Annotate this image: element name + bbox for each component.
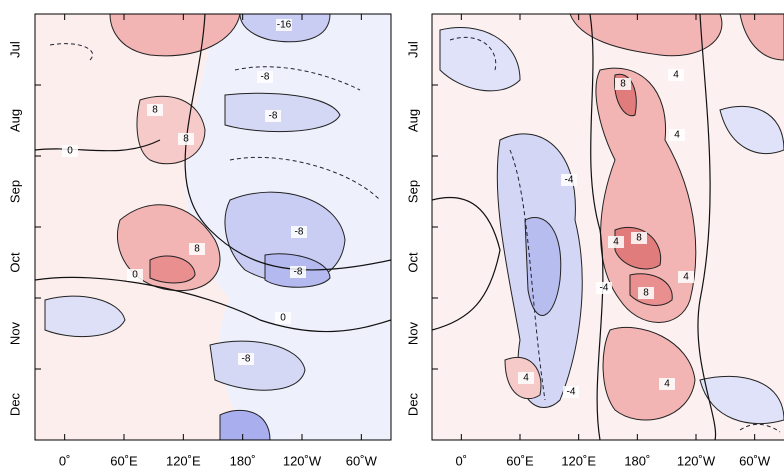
x-tick-label: 120˚W (677, 453, 716, 468)
contour-fill (44, 295, 126, 338)
contour-line (697, 14, 717, 440)
y-tick-label: Dec (405, 392, 420, 416)
y-tick-label: Jul (405, 41, 420, 58)
contour-fill (109, 14, 241, 57)
contour-label: -8 (269, 111, 278, 122)
contour-label-bg (669, 129, 685, 141)
contour-label-bg (678, 271, 694, 283)
y-tick-label: Oct (405, 252, 420, 273)
y-tick-label: Jul (7, 41, 22, 58)
contour-label: 8 (620, 79, 626, 90)
contour-label: 8 (183, 134, 189, 145)
contour-label: 0 (67, 146, 73, 157)
contour-label: 4 (613, 237, 619, 248)
contour-label: -8 (242, 354, 251, 365)
contour-label: -8 (295, 227, 304, 238)
contour-label-bg (147, 104, 163, 116)
contour-line (184, 14, 391, 271)
contour-label: 4 (674, 130, 680, 141)
y-tick-label: Aug (405, 109, 420, 132)
contour-label-bg (518, 372, 534, 384)
y-tick-label: Nov (7, 321, 22, 345)
contour-label-bg (127, 269, 143, 281)
contour-label: 8 (194, 244, 200, 255)
contour-label: -4 (565, 175, 574, 186)
contour-line-negative (49, 43, 93, 61)
contour-label-bg (275, 312, 291, 324)
contour-fill (569, 14, 723, 57)
contour-label-bg (291, 226, 307, 238)
contour-label-bg (62, 145, 78, 157)
contour-fill (602, 326, 696, 421)
x-tick-label: 0˚ (456, 453, 468, 468)
contour-label: -8 (294, 267, 303, 278)
contour-label-bg (659, 378, 675, 390)
contour-label: -16 (277, 20, 292, 31)
contour-line (589, 14, 604, 440)
contour-label: 8 (152, 105, 158, 116)
contour-label: 4 (664, 379, 670, 390)
x-tick-label: 60˚W (739, 453, 771, 468)
contour-label-bg (276, 19, 292, 31)
y-tick-label: Sep (405, 180, 420, 203)
x-tick-label: 120˚E (561, 453, 596, 468)
contour-fill (209, 340, 306, 391)
contour-label: 4 (523, 373, 529, 384)
contour-line (35, 139, 161, 152)
x-tick-label: 60˚E (506, 453, 534, 468)
contour-line (432, 196, 501, 331)
x-tick-label: 180˚ (230, 453, 256, 468)
contour-fill (614, 226, 662, 270)
y-tick-label: Oct (7, 252, 22, 273)
contour-fill (439, 26, 521, 92)
x-tick-label: 60˚W (346, 453, 378, 468)
contour-label: 8 (643, 288, 649, 299)
x-tick-label: 120˚W (283, 453, 322, 468)
contour-label-bg (290, 266, 306, 278)
x-tick-label: 180˚ (624, 453, 650, 468)
contour-fill (224, 92, 341, 133)
contour-label-bg (608, 236, 624, 248)
contour-fill (149, 255, 196, 284)
contour-label: -8 (261, 72, 270, 83)
contour-label: 0 (280, 313, 286, 324)
x-tick-label: 0˚ (59, 453, 71, 468)
contour-panel (432, 14, 784, 440)
contour-line (35, 276, 391, 333)
contour-panel (35, 14, 391, 440)
contour-label-bg (178, 133, 194, 145)
contour-line-negative (739, 423, 781, 433)
contour-label-bg (561, 174, 577, 186)
contour-line-negative (449, 36, 497, 71)
contour-label-bg (668, 69, 684, 81)
contour-label: -4 (567, 387, 576, 398)
contour-label-bg (563, 386, 579, 398)
x-tick-label: 60˚E (110, 453, 138, 468)
y-tick-label: Dec (7, 392, 22, 416)
y-tick-label: Aug (7, 109, 22, 132)
contour-label: 8 (636, 233, 642, 244)
contour-label: 0 (132, 270, 138, 281)
contour-label-bg (596, 282, 612, 294)
contour-label-bg (631, 232, 647, 244)
contour-label-bg (265, 110, 281, 122)
y-tick-label: Nov (405, 321, 420, 345)
contour-label: 4 (673, 70, 679, 81)
contour-line-negative (509, 149, 546, 401)
contour-label-bg (189, 243, 205, 255)
contour-label-bg (615, 78, 631, 90)
contour-label-bg (257, 71, 273, 83)
contour-label: 4 (683, 272, 689, 283)
contour-label: -4 (600, 283, 609, 294)
y-tick-label: Sep (7, 180, 22, 203)
contour-line-negative (234, 66, 361, 91)
x-tick-label: 120˚E (166, 453, 201, 468)
contour-label-bg (638, 287, 654, 299)
contour-label-bg (238, 353, 254, 365)
